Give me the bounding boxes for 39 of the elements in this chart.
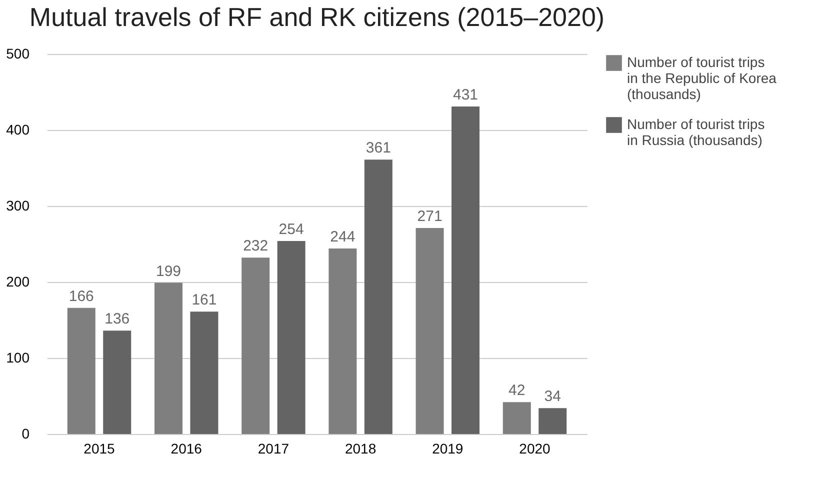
bar bbox=[242, 258, 270, 434]
data-label: 271 bbox=[417, 208, 442, 226]
bar bbox=[416, 228, 444, 434]
bar bbox=[502, 402, 531, 434]
legend-label: Number of tourist trips in the Republic of Korea (thousands) bbox=[627, 54, 777, 102]
data-label: 34 bbox=[544, 388, 561, 406]
y-tick-label: 100 bbox=[6, 350, 30, 366]
x-tick-label: 2020 bbox=[519, 440, 551, 456]
data-label: 431 bbox=[452, 86, 478, 104]
data-label: 161 bbox=[192, 292, 217, 309]
y-tick-label: 200 bbox=[6, 274, 30, 290]
data-label: 254 bbox=[278, 220, 304, 238]
x-tick-label: 2017 bbox=[258, 440, 290, 456]
bar bbox=[328, 248, 357, 434]
data-label: 199 bbox=[156, 262, 182, 280]
bar bbox=[154, 282, 182, 434]
data-label: 232 bbox=[243, 238, 268, 255]
bar bbox=[364, 160, 392, 434]
bar bbox=[277, 240, 306, 434]
legend-label: Number of tourist trips in Russia (thousands) bbox=[627, 116, 765, 148]
x-tick-label: 2019 bbox=[432, 440, 464, 456]
bar bbox=[538, 408, 567, 434]
bar bbox=[452, 106, 480, 434]
bar bbox=[67, 308, 96, 434]
bar bbox=[103, 330, 132, 434]
x-tick-label: 2016 bbox=[170, 440, 202, 456]
y-tick-label: 500 bbox=[6, 46, 30, 62]
y-tick-label: 0 bbox=[22, 426, 30, 442]
x-tick-label: 2018 bbox=[344, 440, 376, 456]
y-tick-label: 300 bbox=[6, 198, 30, 214]
data-label: 136 bbox=[104, 310, 130, 328]
data-label: 244 bbox=[330, 228, 356, 246]
bar bbox=[190, 312, 218, 434]
data-label: 42 bbox=[508, 382, 526, 400]
data-label: 361 bbox=[366, 140, 391, 157]
chart-title: Mutual travels of RF and RK citizens (2015–2020) bbox=[29, 2, 605, 32]
y-tick-label: 400 bbox=[6, 122, 30, 138]
x-tick-label: 2015 bbox=[84, 440, 116, 456]
data-label: 166 bbox=[68, 288, 94, 305]
